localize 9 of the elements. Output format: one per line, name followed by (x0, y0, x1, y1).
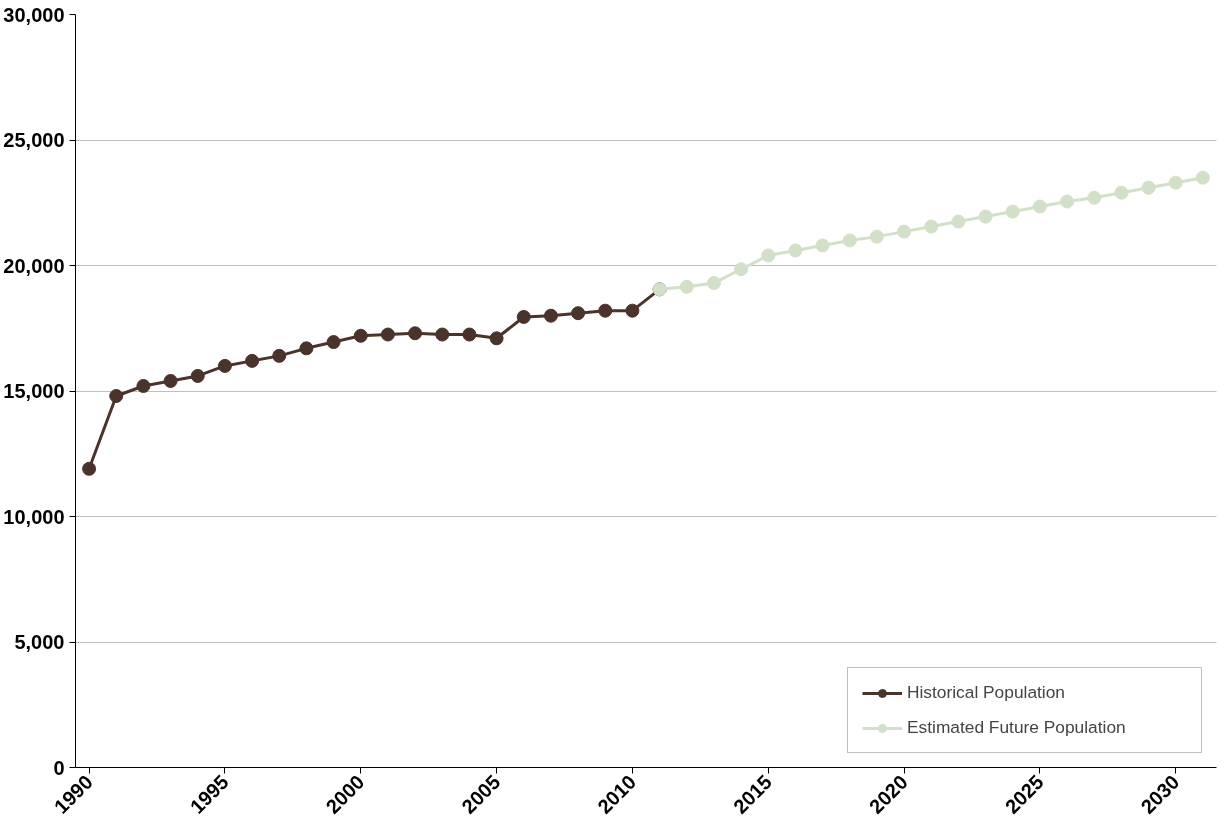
y-tick-label: 10,000 (3, 505, 65, 528)
y-tick-label: 5,000 (14, 631, 65, 653)
y-tick-label: 0 (53, 756, 65, 779)
y-tick-label: 15,000 (3, 380, 65, 402)
legend-label: Estimated Future Population (907, 717, 1127, 738)
y-tick-label: 20,000 (3, 254, 65, 277)
legend-label: Historical Population (907, 682, 1066, 703)
y-tick-label: 25,000 (3, 129, 65, 151)
y-tick-label: 30,000 (3, 3, 65, 26)
